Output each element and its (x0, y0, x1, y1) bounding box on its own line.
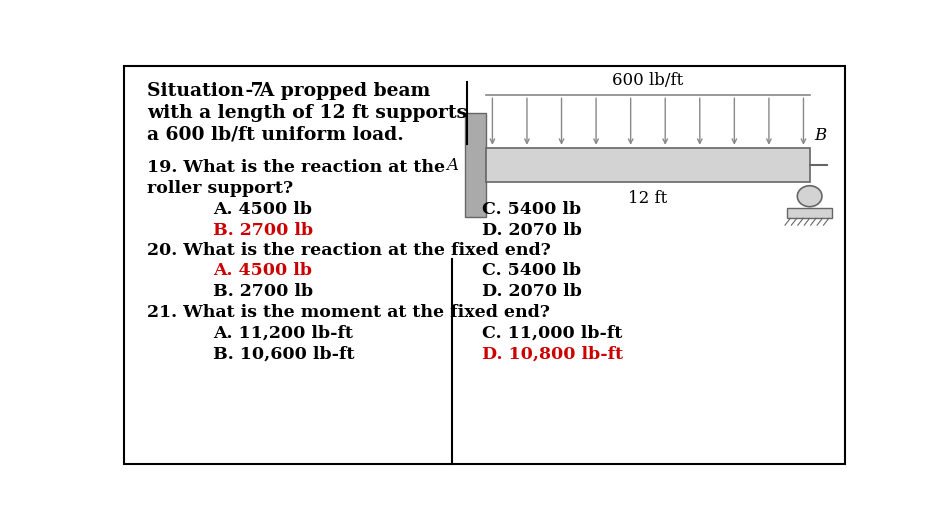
Text: D. 10,800 lb-ft: D. 10,800 lb-ft (481, 345, 623, 363)
Text: 21. What is the moment at the fixed end?: 21. What is the moment at the fixed end? (147, 304, 549, 321)
Text: - A propped beam: - A propped beam (239, 82, 430, 100)
Text: 19. What is the reaction at the: 19. What is the reaction at the (147, 159, 445, 176)
Ellipse shape (797, 186, 821, 207)
Text: roller support?: roller support? (147, 180, 294, 197)
Text: with a length of 12 ft supports: with a length of 12 ft supports (147, 104, 467, 122)
Text: D. 2070 lb: D. 2070 lb (481, 222, 582, 239)
Text: A. 11,200 lb-ft: A. 11,200 lb-ft (212, 325, 352, 342)
Text: 12 ft: 12 ft (628, 190, 666, 207)
Text: 600 lb/ft: 600 lb/ft (612, 72, 683, 89)
Text: B. 2700 lb: B. 2700 lb (212, 222, 312, 239)
Bar (786, 208, 831, 218)
Text: D. 2070 lb: D. 2070 lb (481, 283, 582, 300)
Text: 20. What is the reaction at the fixed end?: 20. What is the reaction at the fixed en… (147, 242, 550, 259)
Text: a 600 lb/ft uniform load.: a 600 lb/ft uniform load. (147, 125, 404, 143)
Text: A. 4500 lb: A. 4500 lb (212, 201, 312, 218)
Text: Situation 7: Situation 7 (147, 82, 263, 100)
Bar (464, 113, 486, 217)
Text: C. 5400 lb: C. 5400 lb (481, 201, 581, 218)
Text: B: B (814, 127, 826, 144)
Text: A: A (447, 156, 458, 174)
Text: B. 2700 lb: B. 2700 lb (212, 283, 312, 300)
Text: C. 11,000 lb-ft: C. 11,000 lb-ft (481, 325, 622, 342)
Text: C. 5400 lb: C. 5400 lb (481, 262, 581, 279)
Bar (486, 148, 809, 182)
Text: B. 10,600 lb-ft: B. 10,600 lb-ft (212, 345, 354, 363)
Text: A. 4500 lb: A. 4500 lb (212, 262, 312, 279)
